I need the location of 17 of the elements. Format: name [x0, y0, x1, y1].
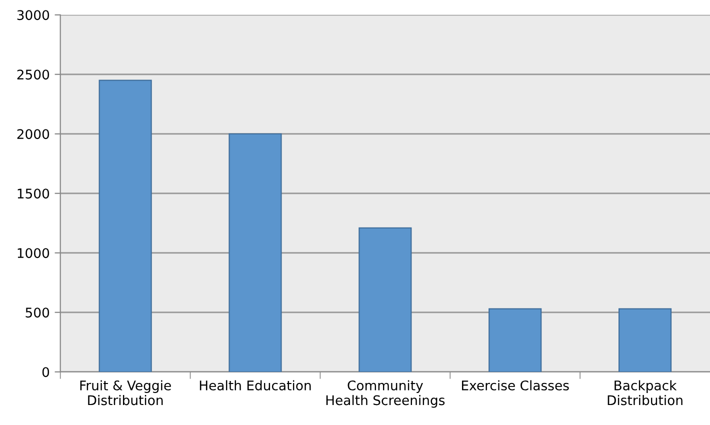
bar: [358, 227, 412, 372]
y-tick-label: 2500: [17, 70, 50, 80]
bar: [488, 308, 542, 372]
x-tick-label: Fruit & Veggie Distribution: [80, 380, 171, 406]
x-tick-label: Health Education: [200, 380, 311, 390]
bar: [98, 80, 152, 372]
x-tick-label: Backpack Distribution: [608, 380, 682, 406]
y-tick-label: 1000: [18, 248, 50, 258]
y-tick-label: 3000: [17, 10, 50, 20]
bar: [228, 133, 282, 372]
x-tick-label: Community Health Screenings: [326, 380, 445, 408]
y-tick-label: 0: [42, 367, 50, 378]
x-tick-label: Exercise Classes: [462, 380, 569, 390]
bar: [618, 308, 672, 372]
y-tick-label: 500: [26, 308, 50, 318]
y-tick-label: 1500: [18, 188, 50, 199]
y-tick-label: 2000: [17, 129, 50, 140]
